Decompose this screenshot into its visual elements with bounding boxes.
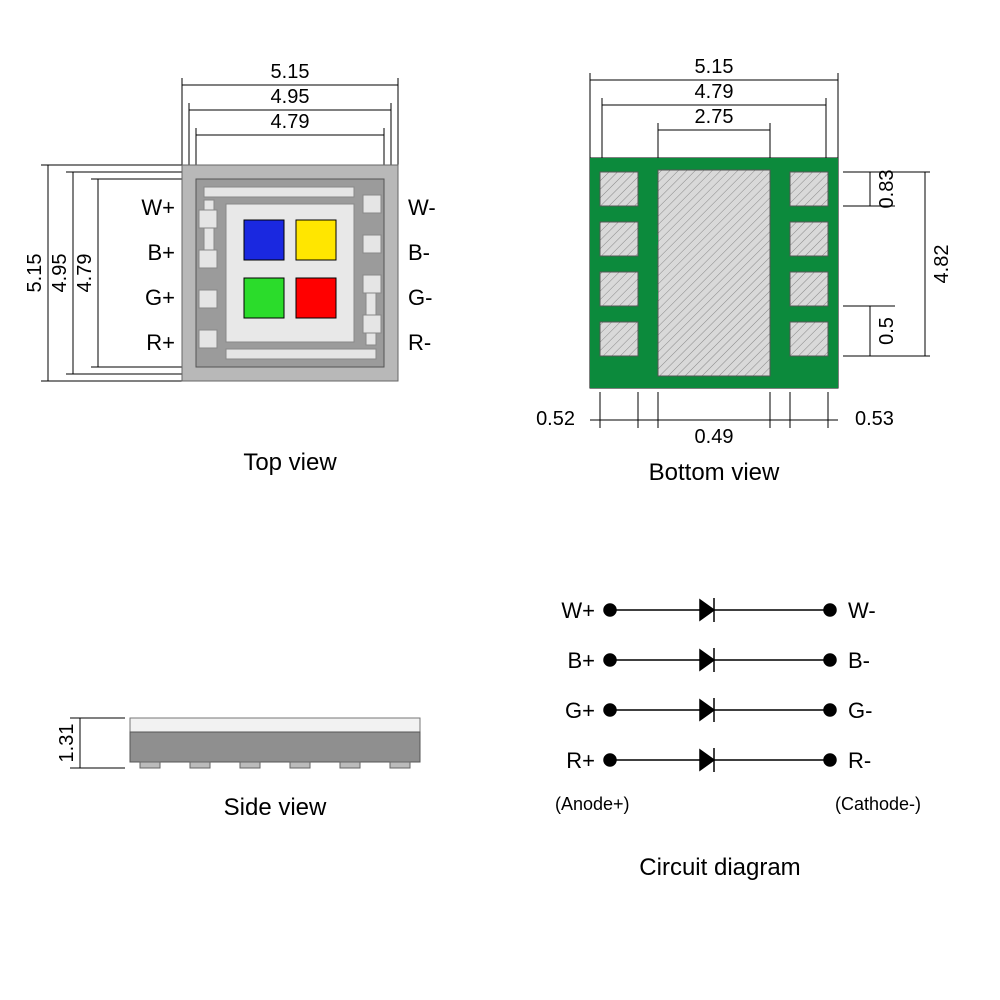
pin-l1: B+ [147, 240, 175, 265]
side-view: 1.31 Side view [56, 718, 420, 821]
dim-bot-w0: 5.15 [695, 56, 734, 78]
pin-r2: G- [408, 285, 432, 310]
dim-bot-r2: 0.5 [876, 317, 898, 345]
dim-bot-b2: 0.53 [855, 408, 894, 430]
dim-bot-w1: 4.79 [695, 81, 734, 103]
pin-r1: B- [408, 240, 430, 265]
cpin-r0: W- [848, 598, 876, 623]
pin-r0: W- [408, 195, 436, 220]
dim-bot-r0: 0.83 [876, 170, 898, 209]
circuit-diagram: W+ B+ G+ R+ W- B- G- R- (Anode+) (Cathod… [555, 598, 921, 881]
bottom-view: 5.15 4.79 2.75 0.83 4.82 0.5 0.52 0.49 0… [536, 56, 953, 486]
cpin-l2: G+ [565, 698, 595, 723]
title-top: Top view [243, 449, 337, 476]
dim-bot-b0: 0.52 [536, 408, 575, 430]
die-yellow [296, 220, 336, 260]
dim-bot-r1: 4.82 [931, 245, 953, 284]
dim-top-h1: 4.95 [49, 254, 71, 293]
cpin-r1: B- [848, 648, 870, 673]
dim-top-h2: 4.79 [74, 254, 96, 293]
anode-label: (Anode+) [555, 794, 630, 814]
title-side: Side view [224, 794, 327, 821]
cpin-r3: R- [848, 748, 871, 773]
dim-bot-b1: 0.49 [695, 426, 734, 448]
die-blue [244, 220, 284, 260]
cpin-r2: G- [848, 698, 872, 723]
dim-top-w2: 4.79 [271, 111, 310, 133]
pin-l0: W+ [141, 195, 175, 220]
dim-top-w0: 5.15 [271, 61, 310, 83]
cpin-l3: R+ [566, 748, 595, 773]
dim-top-h0: 5.15 [24, 254, 46, 293]
cpin-l0: W+ [561, 598, 595, 623]
title-bottom: Bottom view [649, 459, 780, 486]
die-green [244, 278, 284, 318]
pin-r3: R- [408, 330, 431, 355]
cathode-label: (Cathode-) [835, 794, 921, 814]
title-circuit: Circuit diagram [639, 854, 800, 881]
pin-l2: G+ [145, 285, 175, 310]
cpin-l1: B+ [567, 648, 595, 673]
top-view: 5.15 4.95 4.79 5.15 4.95 4.79 W+ B+ G+ R… [24, 61, 436, 476]
dim-side-h: 1.31 [56, 724, 78, 763]
dim-bot-w2: 2.75 [695, 106, 734, 128]
dim-top-w1: 4.95 [271, 86, 310, 108]
pin-l3: R+ [146, 330, 175, 355]
die-red [296, 278, 336, 318]
